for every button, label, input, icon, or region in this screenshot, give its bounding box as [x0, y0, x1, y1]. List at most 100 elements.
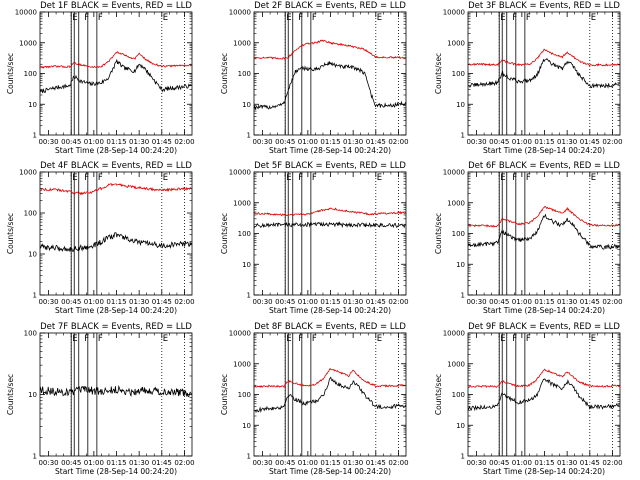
marker-letter: E — [286, 13, 291, 23]
marker-letter: F — [312, 173, 317, 183]
x-tick-label: 01:15 — [534, 459, 554, 467]
x-tick-label: 00:30 — [38, 298, 58, 306]
y-tick-label: 1 — [33, 292, 37, 300]
x-tick-label: 00:45 — [489, 138, 509, 146]
panel-title: Det 5F BLACK = Events, RED = LLD — [254, 161, 406, 171]
x-tick-label: 02:00 — [388, 138, 408, 146]
marker-letter: E — [286, 334, 291, 344]
series-line-events — [254, 376, 406, 414]
x-tick-label: 01:45 — [366, 298, 386, 306]
y-tick-label: 100 — [452, 391, 465, 399]
series-line-events — [468, 378, 620, 412]
marker-letter: E — [377, 173, 382, 183]
y-tick-label: 1 — [247, 453, 251, 461]
y-tick-label: 10 — [28, 101, 37, 109]
x-tick-label: 02:00 — [174, 138, 194, 146]
marker-letter: F — [526, 13, 531, 23]
x-tick-label: 01:30 — [129, 298, 149, 306]
axes-frame — [467, 11, 621, 136]
x-axis-label: Start Time (28-Sep-14 00:24:20) — [55, 146, 177, 155]
y-tick-label: 1000 — [447, 39, 465, 47]
plot-area — [254, 12, 406, 135]
y-tick-label: 100 — [24, 210, 37, 218]
marker-letter: E — [163, 173, 168, 183]
series-line-events — [254, 60, 406, 111]
panel-title: Det 4F BLACK = Events, RED = LLD — [40, 161, 192, 171]
x-tick-label: 01:15 — [106, 298, 126, 306]
x-tick-label: 01:30 — [557, 138, 577, 146]
y-tick-label: 100 — [24, 330, 37, 338]
y-tick-label: 100 — [238, 70, 251, 78]
x-tick-label: 00:45 — [61, 459, 81, 467]
y-tick-label: 10 — [456, 101, 465, 109]
x-tick-label: 02:00 — [174, 459, 194, 467]
x-tick-label: 01:00 — [298, 298, 318, 306]
axes-frame — [253, 11, 407, 136]
marker-letter: F — [512, 334, 517, 344]
marker-letter: E — [163, 13, 168, 23]
x-tick-label: 01:00 — [298, 459, 318, 467]
x-axis-label: Start Time (28-Sep-14 00:24:20) — [269, 146, 391, 155]
plot-area — [254, 172, 406, 295]
y-axis-label: Counts/sec — [434, 213, 443, 254]
x-tick-label: 01:15 — [106, 138, 126, 146]
y-tick-label: 1000 — [19, 169, 37, 177]
marker-letter: F — [298, 173, 303, 183]
series-line-lld — [40, 183, 192, 196]
x-tick-label: 01:45 — [366, 138, 386, 146]
marker-letter: E — [591, 173, 596, 183]
x-tick-label: 00:30 — [38, 459, 58, 467]
marker-letter: F — [526, 173, 531, 183]
series-line-lld — [254, 39, 406, 60]
marker-letter: E — [286, 173, 291, 183]
y-tick-label: 10 — [28, 391, 37, 399]
marker-letter: F — [84, 334, 89, 344]
marker-letter: E — [163, 334, 168, 344]
marker-letter: E — [377, 334, 382, 344]
y-tick-label: 10000 — [229, 9, 251, 17]
y-axis-label: Counts/sec — [6, 213, 15, 254]
y-tick-label: 1000 — [447, 360, 465, 368]
x-tick-label: 01:45 — [366, 459, 386, 467]
axes-frame — [253, 332, 407, 457]
x-tick-label: 00:30 — [466, 298, 486, 306]
y-tick-label: 1 — [247, 292, 251, 300]
y-tick-label: 10000 — [443, 330, 465, 338]
marker-letter: E — [500, 13, 505, 23]
series-line-events — [468, 213, 620, 250]
x-tick-label: 01:15 — [320, 138, 340, 146]
x-axis-label: Start Time (28-Sep-14 00:24:20) — [483, 306, 605, 315]
y-tick-label: 1 — [33, 132, 37, 140]
x-tick-label: 01:30 — [343, 138, 363, 146]
x-tick-label: 01:45 — [580, 138, 600, 146]
y-tick-label: 1 — [461, 292, 465, 300]
y-tick-label: 1 — [247, 132, 251, 140]
marker-letter: F — [298, 334, 303, 344]
plot-area — [468, 333, 620, 456]
y-tick-label: 10000 — [443, 9, 465, 17]
marker-letter: E — [377, 13, 382, 23]
x-tick-label: 00:30 — [252, 459, 272, 467]
series-line-events — [254, 221, 406, 229]
series-line-lld — [468, 206, 620, 228]
x-tick-label: 01:00 — [512, 298, 532, 306]
marker-letter: E — [72, 334, 77, 344]
plot-area — [254, 333, 406, 456]
x-tick-label: 01:00 — [512, 138, 532, 146]
x-tick-label: 00:45 — [489, 298, 509, 306]
x-tick-label: 01:30 — [343, 298, 363, 306]
x-tick-label: 00:30 — [466, 459, 486, 467]
axes-frame — [39, 171, 193, 296]
panel-title: Det 2F BLACK = Events, RED = LLD — [254, 1, 406, 11]
x-tick-label: 01:45 — [152, 298, 172, 306]
y-tick-label: 1 — [461, 453, 465, 461]
panel-title: Det 7F BLACK = Events, RED = LLD — [40, 322, 192, 332]
x-tick-label: 00:45 — [275, 298, 295, 306]
series-line-lld — [468, 48, 620, 67]
